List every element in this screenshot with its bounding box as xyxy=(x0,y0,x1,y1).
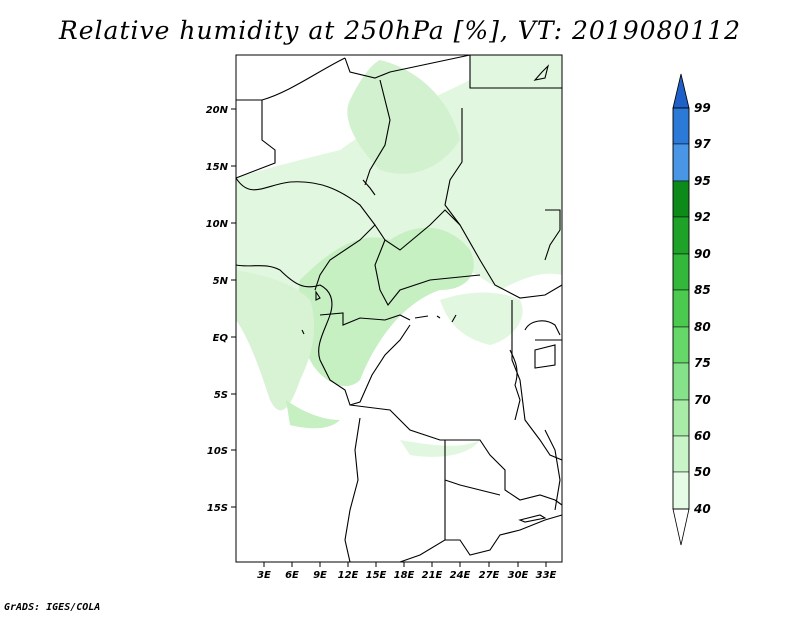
border-line xyxy=(235,99,276,179)
longitude-axis: 3E 6E 9E 12E 15E 18E 21E 24E 27E 30E 33E xyxy=(257,562,557,581)
lat-tick-label: 10S xyxy=(207,446,228,457)
colorbar: 99 97 95 92 90 85 80 75 70 60 50 40 xyxy=(672,73,711,546)
colorbar-label: 75 xyxy=(694,356,711,370)
border-line xyxy=(399,480,446,563)
colorbar-segment xyxy=(672,471,690,510)
border-line xyxy=(362,179,376,196)
colorbar-label: 95 xyxy=(694,174,711,188)
colorbar-segment xyxy=(672,399,690,437)
border-line xyxy=(318,314,411,406)
border-line xyxy=(533,64,550,81)
border-line xyxy=(349,404,563,506)
lon-tick-label: 33E xyxy=(536,570,557,581)
colorbar-segment xyxy=(672,216,690,255)
colorbar-segment xyxy=(672,107,690,145)
border-line xyxy=(235,264,333,316)
border-line xyxy=(524,320,561,336)
lat-tick-label: 20N xyxy=(206,105,229,116)
border-line xyxy=(301,290,321,335)
colorbar-label: 80 xyxy=(694,320,711,334)
colorbar-label: 85 xyxy=(694,283,711,297)
colorbar-top-arrow xyxy=(672,73,690,109)
border-line xyxy=(319,312,411,326)
colorbar-label: 97 xyxy=(694,137,711,151)
colorbar-label: 92 xyxy=(694,210,711,224)
lon-tick-label: 24E xyxy=(450,570,471,581)
grads-credit: GrADS: IGES/COLA xyxy=(4,602,101,613)
lat-tick-label: 15S xyxy=(207,503,228,514)
border-line xyxy=(544,429,561,511)
lon-tick-label: 9E xyxy=(313,570,327,581)
humidity-area-east xyxy=(440,292,523,345)
border-line xyxy=(444,440,501,496)
lat-tick-label: 15N xyxy=(206,162,229,173)
lon-tick-label: 18E xyxy=(394,570,415,581)
border-line xyxy=(544,209,561,261)
colorbar-label: 70 xyxy=(694,393,711,407)
colorbar-segment xyxy=(672,143,690,182)
colorbar-label: 99 xyxy=(694,101,711,115)
lat-tick-label: 5S xyxy=(214,390,228,401)
border-line xyxy=(364,79,391,186)
colorbar-segment xyxy=(672,253,690,291)
lon-tick-label: 21E xyxy=(422,570,443,581)
colorbar-segment xyxy=(672,289,690,328)
country-borders xyxy=(235,54,563,563)
colorbar-label: 60 xyxy=(694,429,711,443)
lon-tick-label: 12E xyxy=(338,570,359,581)
humidity-area-sw xyxy=(286,400,340,429)
humidity-area-west xyxy=(236,270,315,411)
lon-tick-label: 15E xyxy=(366,570,387,581)
humidity-shading xyxy=(236,55,562,457)
border-line xyxy=(414,314,457,323)
border-line xyxy=(261,57,346,101)
chart-title: Relative humidity at 250hPa [%], VT: 201… xyxy=(58,16,742,45)
lat-tick-label: EQ xyxy=(213,333,229,344)
colorbar-label: 40 xyxy=(693,502,711,516)
lon-tick-label: 30E xyxy=(508,570,529,581)
plot-frame xyxy=(235,54,563,563)
humidity-area-sahel xyxy=(236,55,562,300)
border-line xyxy=(469,55,562,89)
border-line xyxy=(444,108,463,226)
colorbar-segment xyxy=(672,326,690,364)
colorbar-segment xyxy=(672,362,690,401)
border-line xyxy=(374,209,563,299)
lon-tick-label: 3E xyxy=(257,570,271,581)
colorbar-label: 50 xyxy=(694,465,711,479)
border-line xyxy=(374,239,481,306)
border-line xyxy=(509,349,521,421)
colorbar-bottom-arrow xyxy=(672,508,690,546)
colorbar-segment xyxy=(672,180,690,218)
lat-tick-label: 5N xyxy=(213,276,229,287)
border-line xyxy=(344,417,361,563)
humidity-area-north xyxy=(347,60,460,174)
border-line xyxy=(445,514,563,556)
border-line xyxy=(511,300,563,461)
humidity-area-se xyxy=(400,440,480,457)
lat-tick-label: 10N xyxy=(206,219,229,230)
humidity-area-central xyxy=(298,227,474,387)
border-line xyxy=(518,514,547,523)
border-line xyxy=(235,177,376,291)
colorbar-label: 90 xyxy=(694,247,711,261)
colorbar-segment xyxy=(672,435,690,473)
lon-tick-label: 6E xyxy=(285,570,299,581)
lon-tick-label: 27E xyxy=(479,570,500,581)
latitude-axis: 20N 15N 10N 5N EQ 5S 10S 15S xyxy=(206,105,236,514)
border-line xyxy=(344,54,471,79)
border-line xyxy=(534,344,556,369)
